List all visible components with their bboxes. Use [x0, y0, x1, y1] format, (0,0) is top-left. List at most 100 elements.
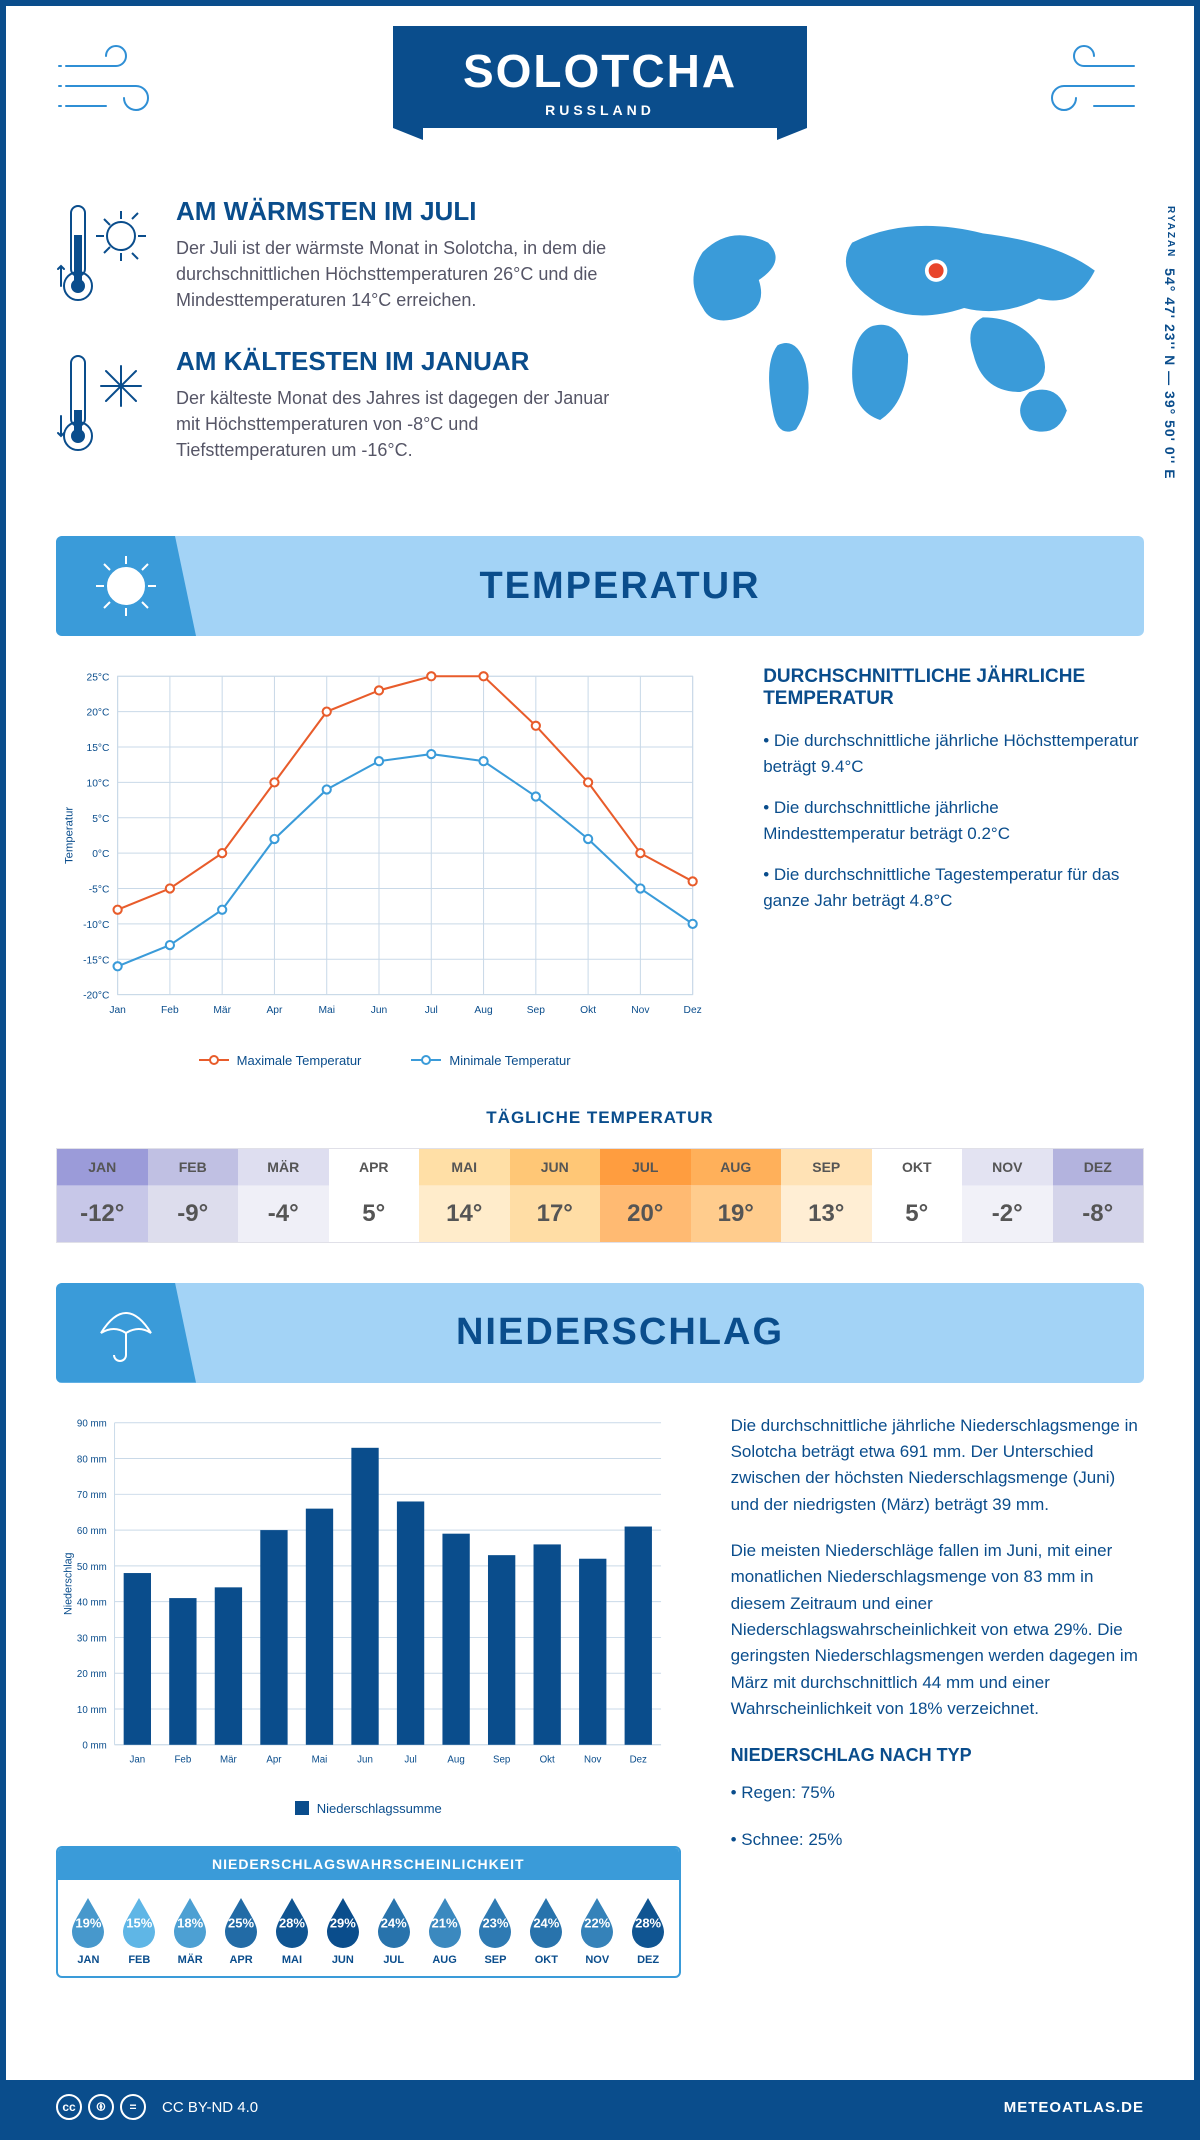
month-cell: DEZ-8° [1053, 1149, 1144, 1242]
daily-temp-title: TÄGLICHE TEMPERATUR [56, 1108, 1144, 1128]
precip-p1: Die durchschnittliche jährliche Niedersc… [731, 1413, 1144, 1518]
svg-text:Feb: Feb [174, 1754, 191, 1765]
svg-text:Jun: Jun [357, 1754, 373, 1765]
wind-icon [56, 36, 176, 126]
drop-cell: 18%MÄR [166, 1894, 215, 1966]
svg-text:80 mm: 80 mm [77, 1454, 107, 1465]
svg-text:Mär: Mär [220, 1754, 238, 1765]
world-map [654, 196, 1144, 476]
svg-text:30 mm: 30 mm [77, 1633, 107, 1644]
svg-text:Dez: Dez [630, 1754, 647, 1765]
svg-text:-10°C: -10°C [83, 920, 110, 931]
svg-text:Jun: Jun [371, 1005, 388, 1016]
license-text: CC BY-ND 4.0 [162, 2099, 258, 2116]
svg-text:Temperatur: Temperatur [63, 807, 75, 864]
drop-cell: 21%AUG [420, 1894, 469, 1966]
month-cell: JUN17° [510, 1149, 601, 1242]
drop-cell: 29%JUN [318, 1894, 367, 1966]
month-cell: JUL20° [600, 1149, 691, 1242]
svg-text:Apr: Apr [266, 1005, 283, 1016]
legend-max: Maximale Temperatur [237, 1053, 362, 1068]
drop-cell: 23%SEP [471, 1894, 520, 1966]
thermometer-hot-icon [56, 196, 156, 316]
svg-text:Nov: Nov [631, 1005, 650, 1016]
month-cell: JAN-12° [57, 1149, 148, 1242]
svg-text:-15°C: -15°C [83, 955, 110, 966]
temperature-section: -20°C -15°C -10°C -5°C 0°C 5°C 10°C 15°C 20°C 25°… [56, 666, 1144, 1068]
warmest-block: AM WÄRMSTEN IM JULI Der Juli ist der wär… [56, 196, 614, 316]
svg-text:10 mm: 10 mm [77, 1705, 107, 1716]
precip-t1: • Regen: 75% [731, 1780, 1144, 1806]
daily-temp-table: JAN-12°FEB-9°MÄR-4°APR5°MAI14°JUN17°JUL2… [56, 1148, 1144, 1243]
cc-icon: cc [56, 2094, 82, 2120]
temp-text-p3: • Die durchschnittliche Tagestemperatur … [763, 862, 1144, 913]
precip-title: NIEDERSCHLAG [196, 1311, 1144, 1354]
warm-text: Der Juli ist der wärmste Monat in Solotc… [176, 235, 614, 313]
city-name: SOLOTCHA [463, 44, 737, 98]
svg-text:Jan: Jan [129, 1754, 145, 1765]
precip-section: 0 mm10 mm20 mm30 mm40 mm50 mm60 mm70 mm8… [56, 1413, 1144, 1978]
svg-text:15°C: 15°C [86, 743, 110, 754]
sun-icon [91, 551, 161, 621]
legend-min: Minimale Temperatur [449, 1053, 570, 1068]
drop-cell: 28%DEZ [624, 1894, 673, 1966]
month-cell: APR5° [329, 1149, 420, 1242]
svg-text:0°C: 0°C [92, 849, 110, 860]
svg-text:Mär: Mär [213, 1005, 231, 1016]
cold-text: Der kälteste Monat des Jahres ist dagege… [176, 385, 614, 463]
svg-text:-5°C: -5°C [89, 885, 110, 896]
svg-text:Mai: Mai [312, 1754, 328, 1765]
title-ribbon: SOLOTCHA RUSSLAND [393, 26, 807, 128]
footer: cc 🅯 = CC BY-ND 4.0 METEOATLAS.DE [6, 2080, 1194, 2134]
month-cell: OKT5° [872, 1149, 963, 1242]
temperature-banner: TEMPERATUR [56, 536, 1144, 636]
month-cell: NOV-2° [962, 1149, 1053, 1242]
svg-text:Feb: Feb [161, 1005, 179, 1016]
precip-t2: • Schnee: 25% [731, 1827, 1144, 1853]
intro-section: AM WÄRMSTEN IM JULI Der Juli ist der wär… [56, 196, 1144, 496]
precip-type-title: NIEDERSCHLAG NACH TYP [731, 1742, 1144, 1770]
drop-cell: 24%OKT [522, 1894, 571, 1966]
umbrella-icon [91, 1298, 161, 1368]
drop-cell: 22%NOV [573, 1894, 622, 1966]
svg-text:Niederschlag: Niederschlag [63, 1552, 75, 1615]
temperature-title: TEMPERATUR [196, 565, 1144, 608]
svg-text:20 mm: 20 mm [77, 1669, 107, 1680]
precip-legend: Niederschlagssumme [56, 1801, 681, 1816]
svg-text:20°C: 20°C [86, 708, 110, 719]
svg-text:Nov: Nov [584, 1754, 601, 1765]
svg-text:Sep: Sep [493, 1754, 511, 1765]
svg-text:Jan: Jan [109, 1005, 126, 1016]
month-cell: MAI14° [419, 1149, 510, 1242]
drop-cell: 15%FEB [115, 1894, 164, 1966]
svg-text:25°C: 25°C [86, 672, 110, 683]
svg-text:50 mm: 50 mm [77, 1561, 107, 1572]
drop-cell: 25%APR [217, 1894, 266, 1966]
precip-banner: NIEDERSCHLAG [56, 1283, 1144, 1383]
svg-text:Mai: Mai [318, 1005, 335, 1016]
svg-text:Sep: Sep [527, 1005, 546, 1016]
svg-text:10°C: 10°C [86, 778, 110, 789]
svg-text:Aug: Aug [474, 1005, 493, 1016]
drop-cell: 28%MAI [268, 1894, 317, 1966]
month-cell: SEP13° [781, 1149, 872, 1242]
wind-icon [1024, 36, 1144, 126]
month-cell: MÄR-4° [238, 1149, 329, 1242]
precip-p2: Die meisten Niederschläge fallen im Juni… [731, 1538, 1144, 1722]
by-icon: 🅯 [88, 2094, 114, 2120]
site-name: METEOATLAS.DE [1004, 2099, 1144, 2116]
svg-text:-20°C: -20°C [83, 991, 110, 1002]
svg-text:5°C: 5°C [92, 814, 110, 825]
license-block: cc 🅯 = CC BY-ND 4.0 [56, 2094, 258, 2120]
month-cell: FEB-9° [148, 1149, 239, 1242]
header: SOLOTCHA RUSSLAND [56, 6, 1144, 186]
coordinates: RYAZAN 54° 47' 23'' N — 39° 50' 0'' E [1162, 206, 1178, 480]
precip-legend-label: Niederschlagssumme [317, 1801, 442, 1816]
nd-icon: = [120, 2094, 146, 2120]
temperature-line-chart: -20°C -15°C -10°C -5°C 0°C 5°C 10°C 15°C 20°C 25°… [56, 666, 713, 1036]
temp-text-p1: • Die durchschnittliche jährliche Höchst… [763, 728, 1144, 779]
svg-text:Apr: Apr [266, 1754, 282, 1765]
precip-probability-box: NIEDERSCHLAGSWAHRSCHEINLICHKEIT 19%JAN15… [56, 1846, 681, 1978]
svg-text:0 mm: 0 mm [82, 1740, 106, 1751]
drop-cell: 19%JAN [64, 1894, 113, 1966]
